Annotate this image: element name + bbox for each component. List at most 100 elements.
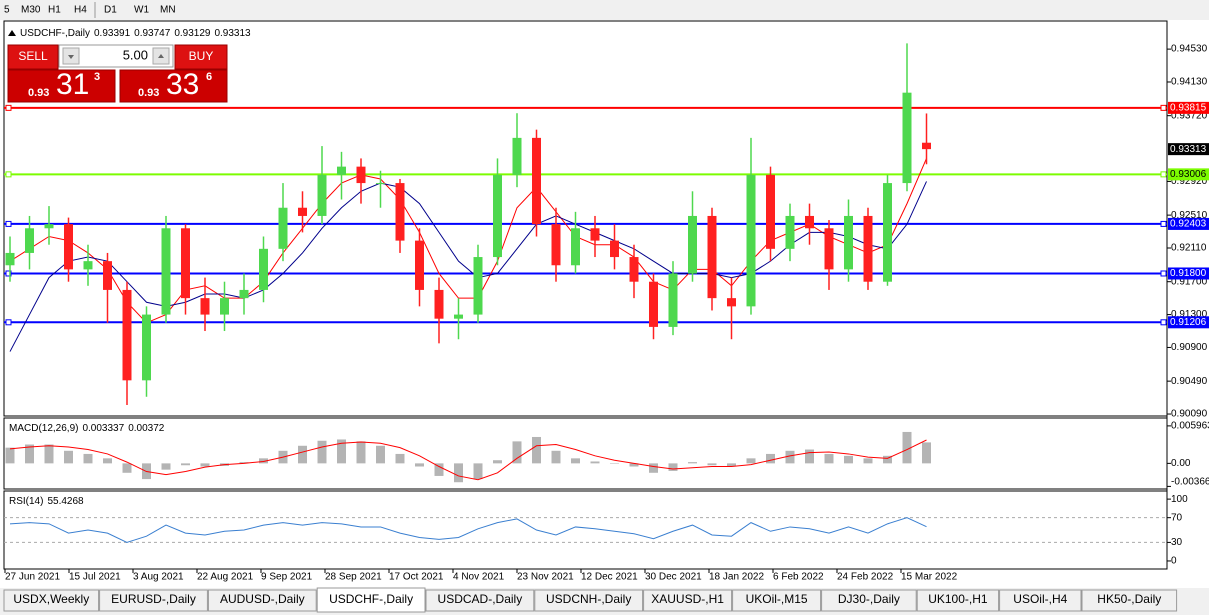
chart-tab-label[interactable]: USDCNH-,Daily	[546, 592, 631, 606]
chart-tab[interactable]	[916, 589, 1000, 612]
candle-body	[395, 183, 405, 241]
rsi-line	[9, 517, 927, 543]
bid-box[interactable]	[7, 69, 116, 103]
bid-prefix: 0.93	[28, 87, 49, 99]
chart-tab-label[interactable]: DJ30-,Daily	[838, 592, 900, 606]
ask-small: 6	[206, 71, 212, 83]
ask-big: 33	[166, 68, 199, 101]
macd-bar	[239, 462, 249, 464]
chart-tab-label[interactable]: UK100-,H1	[928, 592, 988, 606]
candle-body	[161, 228, 171, 315]
candle-body	[668, 273, 678, 327]
chart-tab-label[interactable]: USDCHF-,Daily	[329, 592, 413, 606]
y-tick-label: 0.90900	[1171, 342, 1208, 353]
candle-body	[707, 215, 717, 299]
macd-bar	[863, 458, 873, 464]
buy-button[interactable]	[174, 44, 228, 70]
candle-body	[454, 314, 463, 319]
timeframe-button[interactable]: D1	[104, 5, 117, 16]
one-click-trading: SELL 5.00 BUY 0.93 31 3 0.93 33 6	[7, 44, 228, 103]
x-tick-label: 15 Jul 2021	[69, 572, 121, 583]
chart-tab-label[interactable]: AUDUSD-,Daily	[220, 592, 305, 606]
candle-body	[434, 289, 444, 319]
candle-body	[688, 215, 697, 274]
signal-line	[9, 439, 927, 481]
level-label-bg	[1168, 267, 1209, 280]
level-label: 0.93815	[1170, 103, 1207, 114]
down-arrow	[68, 55, 74, 59]
candle-body	[181, 228, 190, 299]
macd-bar	[259, 458, 268, 464]
candle-body	[122, 289, 132, 381]
current-price: 0.93313	[1170, 144, 1207, 155]
x-tick-label: 30 Dec 2021	[645, 572, 702, 583]
chart-tab[interactable]	[3, 589, 100, 612]
signal-value: 0.00372	[128, 423, 165, 434]
macd-bar	[512, 441, 522, 464]
rsi-title: RSI(14)	[9, 496, 43, 507]
candle-body	[512, 137, 522, 175]
close: 0.93313	[214, 28, 251, 39]
timeframe-button[interactable]: 5	[4, 5, 10, 16]
chart-tab-label[interactable]: UKOil-,M15	[746, 592, 808, 606]
timeframe-button[interactable]: H1	[48, 5, 61, 16]
level-label-bg	[1168, 316, 1209, 329]
macd-bar	[415, 463, 424, 467]
sell-button[interactable]	[7, 44, 59, 70]
ask-box[interactable]	[119, 69, 228, 103]
chart-tab[interactable]	[999, 589, 1082, 612]
high: 0.93747	[134, 28, 171, 39]
rsi-legend: RSI(14) 55.4268	[9, 496, 84, 507]
level-handle	[1160, 104, 1167, 111]
macd-bar	[707, 463, 717, 466]
chart-tab-label[interactable]: XAUUSD-,H1	[651, 592, 724, 606]
buy-label[interactable]: BUY	[189, 49, 214, 63]
y-tick-label: 0.92510	[1171, 210, 1208, 221]
macd-bar	[805, 449, 814, 464]
timeframe-button[interactable]: MN	[160, 5, 176, 16]
lot-value[interactable]: 5.00	[123, 47, 148, 62]
candle-body	[220, 298, 229, 315]
candle-body	[356, 166, 366, 184]
chart-tab[interactable]	[316, 587, 426, 613]
chart-tab[interactable]	[207, 589, 317, 612]
header-text: USDCHF-,Daily 0.93391 0.93747 0.93129 0.9331…	[20, 28, 251, 39]
macd-bar	[83, 453, 93, 464]
chart-tab[interactable]	[732, 589, 822, 612]
y-tick-label: 0.91700	[1171, 276, 1208, 287]
candle-body	[278, 207, 288, 249]
chart-tab-label[interactable]: USOil-,H4	[1013, 592, 1067, 606]
chart-tab[interactable]	[1081, 589, 1178, 612]
chart-tab[interactable]	[643, 589, 733, 612]
y-tick-label: 0.90090	[1171, 409, 1208, 420]
chart-tab[interactable]	[821, 589, 917, 612]
candle-body	[649, 281, 658, 327]
y-tick-label: 30	[1171, 537, 1183, 548]
candle-body	[493, 174, 502, 258]
up-arrow	[158, 54, 164, 58]
x-tick-label: 6 Feb 2022	[773, 572, 824, 583]
candle-body	[376, 183, 385, 185]
timeframe-button[interactable]: M30	[21, 5, 41, 16]
candle-body	[824, 228, 834, 270]
chart-tab-label[interactable]: EURUSD-,Daily	[111, 592, 196, 606]
macd-bar	[25, 444, 34, 464]
chart-tab-label[interactable]: USDCAD-,Daily	[438, 592, 523, 606]
lot-input[interactable]	[58, 44, 174, 68]
macd-bar	[922, 442, 931, 464]
chart-tab[interactable]	[99, 589, 208, 612]
candle-body	[298, 207, 307, 216]
timeframe-button[interactable]: W1	[134, 5, 149, 16]
chart-tab-label[interactable]: HK50-,Daily	[1097, 592, 1161, 606]
y-tick-label: 0	[1171, 556, 1177, 567]
low: 0.93129	[174, 28, 211, 39]
timeframe-button[interactable]: H4	[74, 5, 87, 16]
level-label-bg	[1168, 168, 1209, 181]
macd-bar	[532, 436, 541, 464]
chart-tab[interactable]	[425, 589, 535, 612]
chart-tab-label[interactable]: USDX,Weekly	[13, 592, 89, 606]
x-tick-label: 3 Aug 2021	[133, 572, 184, 583]
chart-tab[interactable]	[534, 589, 644, 612]
sell-label[interactable]: SELL	[18, 49, 48, 63]
